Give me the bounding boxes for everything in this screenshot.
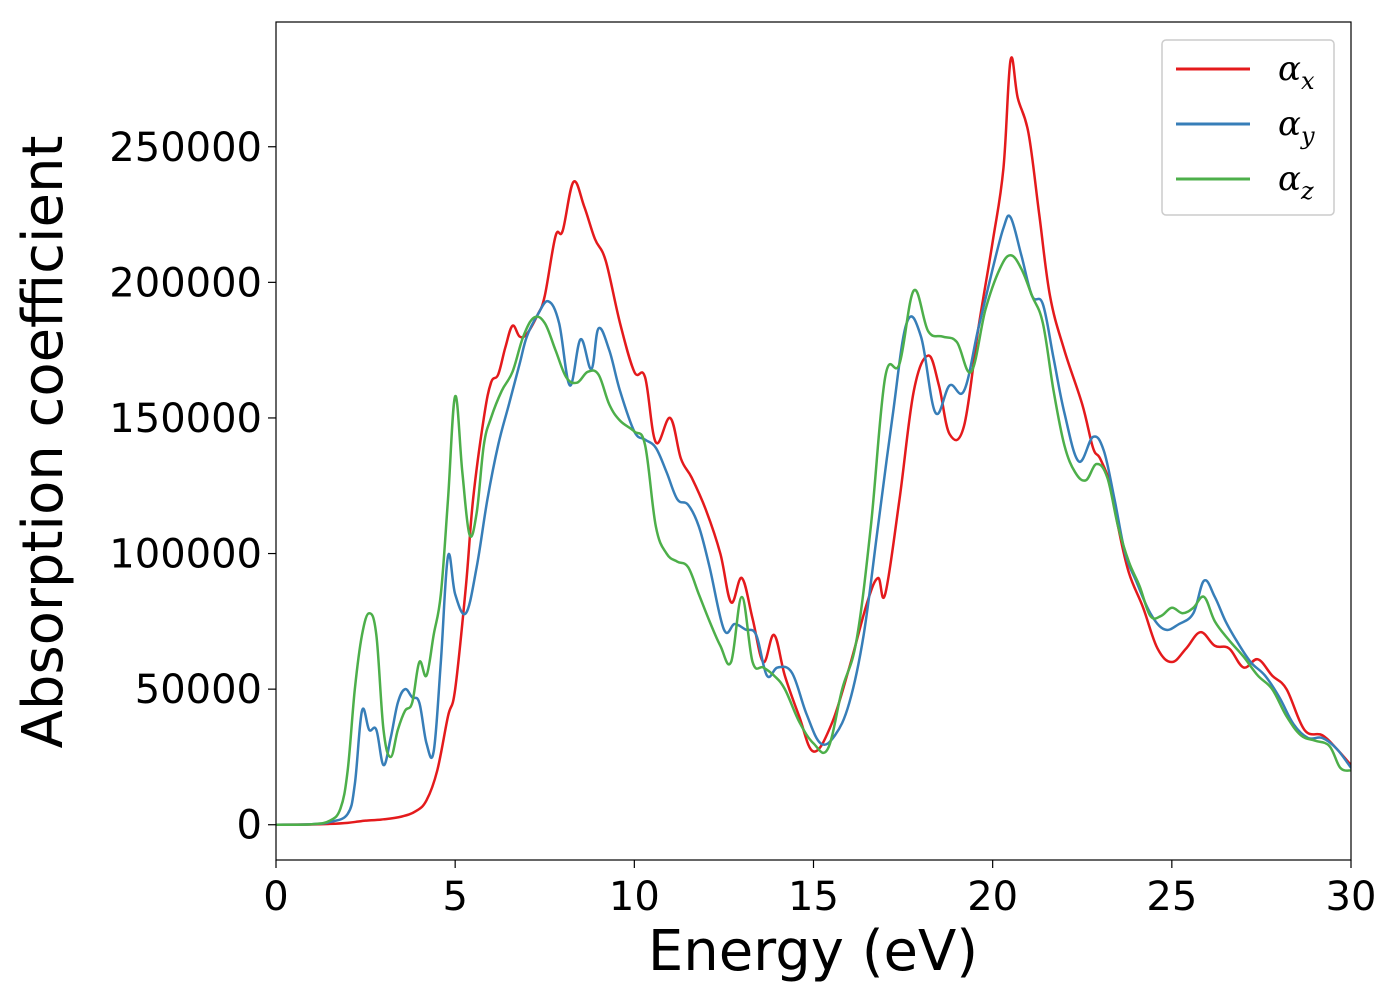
y-axis-ticks: 0 50000 100000 150000 200000 250000 bbox=[109, 125, 276, 849]
series-line-z bbox=[276, 253, 1351, 826]
legend-label-y: αy bbox=[1278, 104, 1315, 150]
y-tick-label: 100000 bbox=[109, 532, 262, 578]
y-tick-label: 150000 bbox=[109, 396, 262, 442]
legend-label-z: αz bbox=[1278, 159, 1314, 205]
x-tick-label: 25 bbox=[1146, 874, 1197, 920]
y-tick-label: 50000 bbox=[135, 667, 262, 713]
legend-label-x: αx bbox=[1278, 49, 1315, 95]
y-tick-label: 200000 bbox=[109, 260, 262, 306]
legend: αx αy αz bbox=[1161, 39, 1335, 216]
x-tick-label: 5 bbox=[442, 874, 467, 920]
series-line-x bbox=[276, 56, 1351, 826]
legend-box bbox=[1161, 39, 1335, 216]
x-tick-label: 0 bbox=[263, 874, 288, 920]
x-tick-label: 10 bbox=[609, 874, 660, 920]
x-axis-label: Energy (eV) bbox=[648, 919, 978, 984]
series-layer bbox=[276, 56, 1351, 826]
x-tick-label: 15 bbox=[788, 874, 839, 920]
x-axis-ticks: 0 5 10 15 20 25 30 bbox=[263, 860, 1376, 920]
y-axis-label: Absorption coefficient bbox=[11, 136, 76, 749]
legend-items: αx αy αz bbox=[1176, 49, 1315, 205]
y-tick-label: 0 bbox=[237, 803, 262, 849]
x-tick-label: 20 bbox=[967, 874, 1018, 920]
x-tick-label: 30 bbox=[1326, 874, 1377, 920]
y-tick-label: 250000 bbox=[109, 125, 262, 171]
